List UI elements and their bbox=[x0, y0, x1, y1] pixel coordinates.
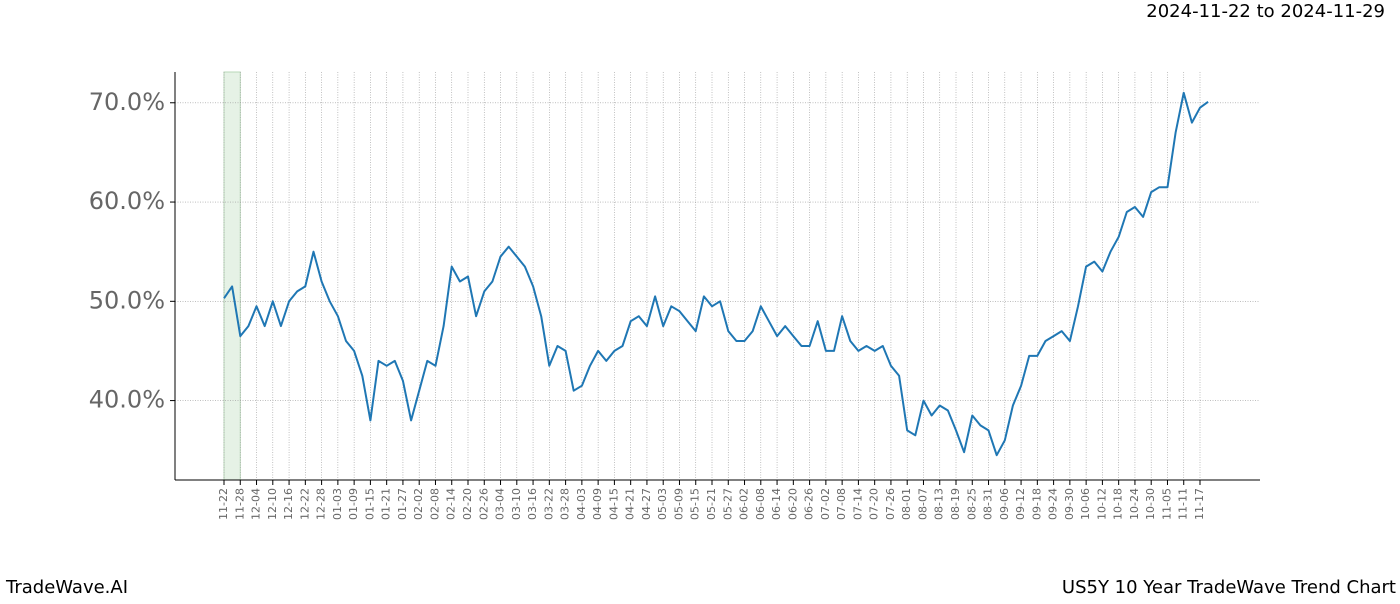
y-tick-label: 70.0% bbox=[89, 88, 165, 116]
x-tick-label: 12-04 bbox=[250, 488, 263, 520]
x-tick-label: 08-01 bbox=[900, 488, 913, 520]
x-tick-label: 03-28 bbox=[559, 488, 572, 520]
y-tick-label: 40.0% bbox=[89, 386, 165, 414]
x-tick-label: 03-04 bbox=[494, 488, 507, 520]
x-tick-label: 11-28 bbox=[233, 488, 246, 520]
x-tick-label: 02-02 bbox=[412, 488, 425, 520]
x-tick-label: 12-28 bbox=[315, 488, 328, 520]
x-tick-label: 08-31 bbox=[982, 488, 995, 520]
x-tick-label: 07-26 bbox=[884, 488, 897, 520]
x-tick-label: 02-14 bbox=[445, 488, 458, 520]
x-tick-label: 01-15 bbox=[363, 488, 376, 520]
x-tick-label: 01-27 bbox=[396, 488, 409, 520]
x-tick-label: 01-21 bbox=[380, 488, 393, 520]
x-tick-label: 02-08 bbox=[428, 488, 441, 520]
x-tick-label: 10-18 bbox=[1112, 488, 1125, 520]
x-tick-label: 04-21 bbox=[624, 488, 637, 520]
x-tick-label: 06-08 bbox=[754, 488, 767, 520]
x-tick-label: 04-27 bbox=[640, 488, 653, 520]
x-tick-label: 12-16 bbox=[282, 488, 295, 520]
x-tick-label: 07-02 bbox=[819, 488, 832, 520]
x-tick-label: 01-09 bbox=[347, 488, 360, 520]
y-tick-label: 60.0% bbox=[89, 187, 165, 215]
x-tick-label: 05-21 bbox=[705, 488, 718, 520]
footer-left: TradeWave.AI bbox=[5, 577, 128, 598]
x-tick-label: 09-30 bbox=[1063, 488, 1076, 520]
x-tick-label: 09-06 bbox=[998, 488, 1011, 520]
x-tick-label: 06-20 bbox=[786, 488, 799, 520]
x-tick-label: 02-20 bbox=[461, 488, 474, 520]
x-tick-label: 01-03 bbox=[331, 488, 344, 520]
x-tick-label: 10-24 bbox=[1128, 488, 1141, 520]
x-tick-label: 10-30 bbox=[1144, 488, 1157, 520]
x-tick-label: 05-27 bbox=[721, 488, 734, 520]
x-tick-label: 12-22 bbox=[298, 488, 311, 520]
x-tick-label: 08-13 bbox=[933, 488, 946, 520]
x-tick-label: 07-08 bbox=[835, 488, 848, 520]
x-tick-label: 07-14 bbox=[851, 488, 864, 520]
x-tick-label: 03-22 bbox=[542, 488, 555, 520]
x-tick-label: 10-06 bbox=[1079, 488, 1092, 520]
x-tick-label: 06-02 bbox=[738, 488, 751, 520]
x-tick-label: 02-26 bbox=[477, 488, 490, 520]
y-tick-label: 50.0% bbox=[89, 286, 165, 314]
x-tick-label: 10-12 bbox=[1095, 488, 1108, 520]
x-tick-label: 12-10 bbox=[266, 488, 279, 520]
x-tick-label: 09-12 bbox=[1014, 488, 1027, 520]
x-tick-label: 09-18 bbox=[1030, 488, 1043, 520]
footer-right: US5Y 10 Year TradeWave Trend Chart bbox=[1062, 577, 1396, 598]
x-tick-label: 05-15 bbox=[689, 488, 702, 520]
x-tick-label: 04-03 bbox=[575, 488, 588, 520]
x-tick-label: 03-16 bbox=[526, 488, 539, 520]
x-tick-label: 08-19 bbox=[949, 488, 962, 520]
x-tick-label: 07-20 bbox=[868, 488, 881, 520]
line bbox=[223, 91, 1209, 457]
x-tick-label: 11-17 bbox=[1193, 488, 1206, 520]
x-tick-label: 05-03 bbox=[656, 488, 669, 520]
x-tick-label: 08-07 bbox=[916, 488, 929, 520]
x-tick-label: 06-26 bbox=[803, 488, 816, 520]
x-tick-label: 04-15 bbox=[607, 488, 620, 520]
x-tick-label: 11-11 bbox=[1177, 488, 1190, 520]
x-tick-label: 08-25 bbox=[965, 488, 978, 520]
chart-title: 2024-11-22 to 2024-11-29 bbox=[1146, 1, 1385, 22]
highlight-span bbox=[223, 71, 241, 481]
x-tick-label: 11-05 bbox=[1160, 488, 1173, 520]
x-tick-label: 09-24 bbox=[1047, 488, 1060, 520]
x-tick-label: 03-10 bbox=[510, 488, 523, 520]
x-tick-label: 06-14 bbox=[770, 488, 783, 520]
x-tick-label: 04-09 bbox=[591, 488, 604, 520]
x-tick-label: 05-09 bbox=[672, 488, 685, 520]
x-tick-label: 11-22 bbox=[217, 488, 230, 520]
